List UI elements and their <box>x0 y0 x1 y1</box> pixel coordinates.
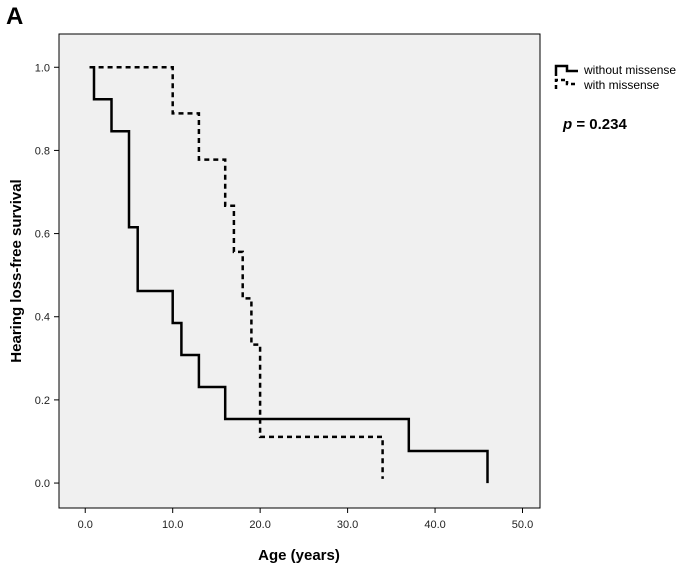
p-value-text: = 0.234 <box>572 116 627 133</box>
x-tick-label: 10.0 <box>162 519 183 531</box>
panel-label: A <box>6 3 23 30</box>
x-tick-label: 40.0 <box>424 519 445 531</box>
plot-area <box>58 33 541 509</box>
legend-label-with-missense: with missense <box>583 78 660 92</box>
y-tick-label: 0.8 <box>35 145 50 157</box>
legend-label-without-missense: without missense <box>583 63 676 77</box>
series-line-without-missense <box>89 66 489 484</box>
legend-item-with-missense: with missense <box>554 78 660 92</box>
legend-swatch-solid <box>554 64 578 76</box>
y-tick-label: 0.0 <box>35 478 50 490</box>
y-axis-title: Hearing loss-free survival <box>8 179 25 362</box>
x-tick-label: 0.0 <box>78 519 93 531</box>
x-tick-label: 50.0 <box>512 519 533 531</box>
y-tick-label: 1.0 <box>35 62 50 74</box>
y-tick-label: 0.6 <box>35 229 50 241</box>
x-axis: 0.0 10.0 20.0 30.0 40.0 50.0 <box>78 508 533 531</box>
legend: without missense with missense <box>554 63 676 92</box>
p-value-annotation: p = 0.234 <box>562 116 627 133</box>
x-tick-label: 20.0 <box>249 519 270 531</box>
series-line-with-missense <box>89 66 384 479</box>
x-tick-label: 30.0 <box>337 519 358 531</box>
legend-swatch-dashed <box>554 78 578 89</box>
y-axis: 0.0 0.2 0.4 0.6 0.8 1.0 <box>35 62 59 490</box>
y-tick-label: 0.2 <box>35 395 50 407</box>
legend-item-without-missense: without missense <box>554 63 676 77</box>
y-tick-label: 0.4 <box>35 312 50 324</box>
series-layer <box>89 66 489 484</box>
x-axis-title: Age (years) <box>258 547 340 564</box>
p-value-symbol: p <box>562 116 572 133</box>
